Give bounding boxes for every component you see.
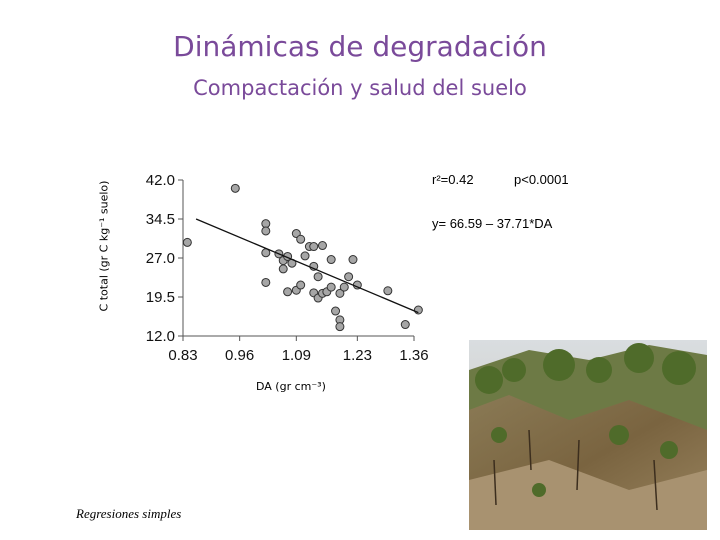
hillside-photo (469, 340, 707, 530)
data-point (309, 242, 319, 252)
data-point (344, 272, 354, 282)
regression-line (195, 218, 419, 314)
data-points (182, 183, 423, 332)
page-title: Dinámicas de degradación (173, 30, 547, 63)
x-tick-label: 1.36 (399, 347, 428, 364)
plot-ticks: 42.0 34.5 27.0 19.5 12.0 0.83 0.96 1.09 1.23 1.36 (146, 172, 429, 364)
data-point (261, 226, 271, 236)
data-point (348, 255, 358, 265)
data-point (317, 241, 327, 251)
x-tick-label: 1.09 (282, 347, 311, 364)
regression-line-group (195, 218, 419, 314)
x-tick-label: 1.23 (343, 347, 372, 364)
data-point (383, 286, 393, 296)
y-tick-label: 42.0 (146, 172, 175, 189)
data-point (278, 264, 288, 274)
data-point (326, 255, 336, 265)
data-point (331, 306, 341, 316)
data-point (400, 320, 410, 330)
footer-note: Regresiones simples (76, 506, 182, 521)
p-value-label: p<0.0001 (514, 172, 569, 187)
y-tick-label: 12.0 (146, 328, 175, 345)
x-tick-label: 0.96 (225, 347, 254, 364)
data-point (335, 322, 345, 332)
data-point (335, 288, 345, 298)
page-subtitle: Compactación y salud del suelo (193, 76, 527, 100)
data-point (230, 183, 240, 193)
data-point (339, 282, 349, 292)
data-point (326, 282, 336, 292)
x-axis-label: DA (gr cm⁻³) (256, 380, 326, 393)
plot-axes (182, 180, 414, 337)
data-point (261, 277, 271, 287)
hillside-photo-graphic (469, 340, 707, 530)
y-tick-label: 34.5 (146, 211, 175, 228)
y-tick-label: 19.5 (146, 289, 175, 306)
data-point (413, 305, 423, 315)
r-squared-label: r²=0.42 (432, 172, 474, 187)
data-point (300, 251, 310, 261)
y-tick-label: 27.0 (146, 250, 175, 267)
data-point (296, 280, 306, 290)
data-point (182, 237, 192, 247)
x-tick-label: 0.83 (168, 347, 197, 364)
data-point (296, 234, 306, 244)
data-point (313, 272, 323, 282)
data-point (283, 287, 293, 297)
regression-equation: y= 66.59 – 37.71*DA (432, 216, 553, 231)
